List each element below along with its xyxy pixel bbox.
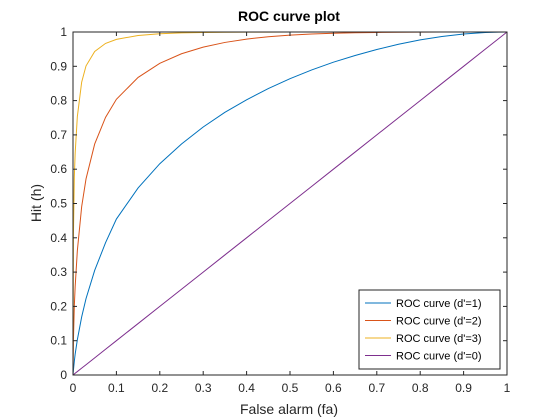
series-line-1 — [72, 31, 508, 376]
y-tick-label: 0.6 — [50, 162, 67, 176]
x-tick-label: 0.5 — [282, 381, 299, 395]
y-tick-label: 0.9 — [50, 59, 67, 73]
plot-area — [72, 31, 508, 376]
x-tick-label: 0.3 — [195, 381, 212, 395]
x-tick-label: 0 — [70, 381, 77, 395]
y-axis: 0 0.1 0.2 0.3 0.4 0.5 0.6 0.7 0.8 0.9 1 — [50, 25, 507, 382]
x-tick-label: 1 — [504, 381, 511, 395]
y-tick-label: 0.2 — [50, 299, 67, 313]
x-tick-label: 0.1 — [108, 381, 125, 395]
x-tick-label: 0.9 — [455, 381, 472, 395]
y-axis-label: Hit (h) — [28, 184, 44, 222]
x-axis: 0 0.1 0.2 0.3 0.4 0.5 0.6 0.7 0.8 0.9 1 — [70, 32, 511, 395]
legend-entry: ROC curve (d'=2) — [396, 316, 482, 328]
y-tick-label: 0.8 — [50, 94, 67, 108]
chart-title: ROC curve plot — [238, 8, 340, 24]
x-tick-label: 0.2 — [151, 381, 168, 395]
series-line-4 — [72, 31, 508, 376]
x-tick-label: 0.7 — [368, 381, 385, 395]
legend-entry: ROC curve (d'=0) — [396, 351, 482, 363]
y-tick-label: 0.4 — [50, 231, 67, 245]
y-tick-label: 1 — [60, 25, 67, 39]
legend-entry: ROC curve (d'=3) — [396, 333, 482, 345]
legend-entry: ROC curve (d'=1) — [396, 298, 482, 310]
y-tick-label: 0.1 — [50, 334, 67, 348]
x-tick-label: 0.4 — [238, 381, 255, 395]
y-tick-label: 0.7 — [50, 128, 67, 142]
y-tick-label: 0 — [60, 368, 67, 382]
x-axis-label: False alarm (fa) — [240, 401, 338, 417]
x-tick-label: 0.8 — [412, 381, 429, 395]
legend: ROC curve (d'=1) ROC curve (d'=2) ROC curv… — [358, 289, 501, 370]
y-tick-label: 0.5 — [50, 197, 67, 211]
y-tick-label: 0.3 — [50, 265, 67, 279]
x-tick-label: 0.6 — [325, 381, 342, 395]
